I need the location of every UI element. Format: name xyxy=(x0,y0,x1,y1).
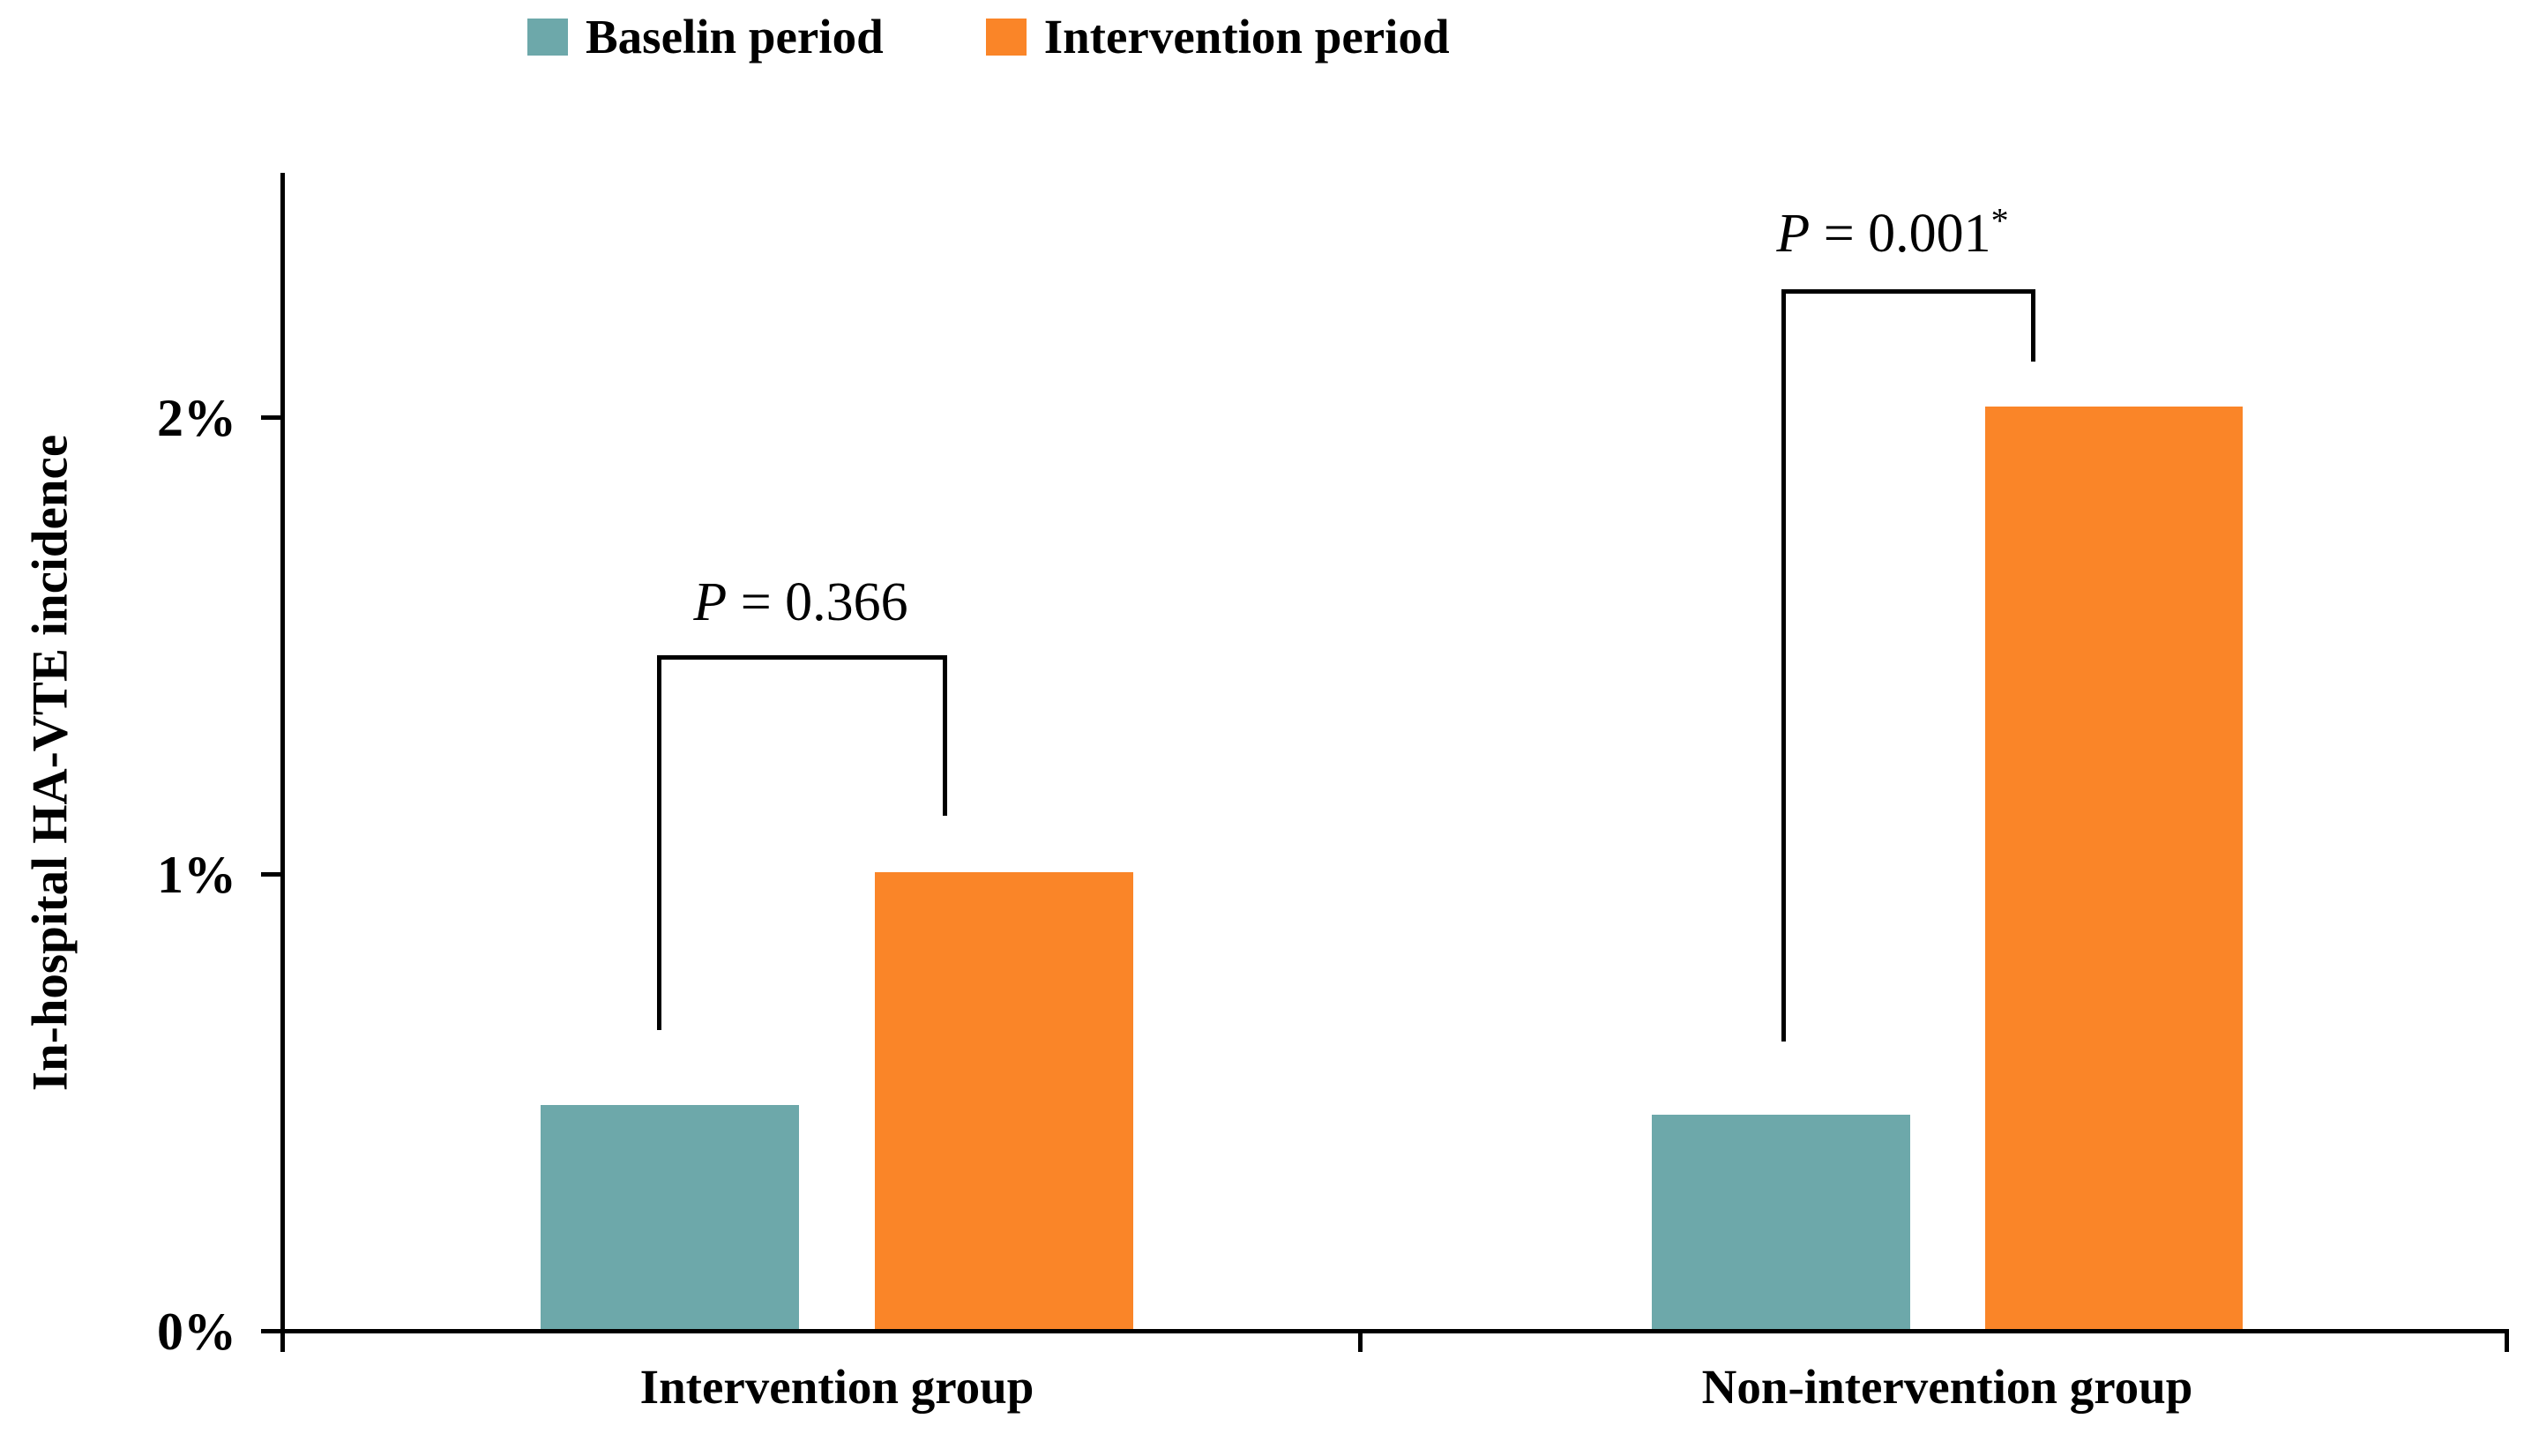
p-value-label-non-intervention-group: P = 0.001* xyxy=(1776,203,2008,264)
significance-bracket-2-horizontal xyxy=(1781,289,2035,294)
p-value-text: = 0.366 xyxy=(727,572,908,632)
significance-bracket-1-right-leg xyxy=(943,655,947,816)
y-axis-line xyxy=(280,173,285,1352)
significance-bracket-2-right-leg xyxy=(2031,289,2035,362)
p-value-label-intervention-group: P = 0.366 xyxy=(693,575,907,630)
legend-swatch-baseline-icon xyxy=(527,18,568,56)
x-tick-axis-end xyxy=(2505,1329,2509,1352)
bar-non-intervention-group-baseline-period xyxy=(1652,1115,1910,1329)
legend-item-intervention-period: Intervention period xyxy=(985,10,1450,63)
y-tick-0pct xyxy=(261,1329,282,1333)
p-symbol: P xyxy=(1776,204,1811,264)
bar-intervention-group-intervention-period xyxy=(875,872,1133,1329)
legend-swatch-intervention-icon xyxy=(985,18,1027,56)
legend-label-intervention: Intervention period xyxy=(1043,10,1450,63)
bar-intervention-group-baseline-period xyxy=(541,1105,799,1329)
significance-bracket-1-left-leg xyxy=(657,655,661,1030)
significance-bracket-1-horizontal xyxy=(657,655,947,660)
bar-non-intervention-group-intervention-period xyxy=(1985,407,2243,1329)
legend-item-baseline-period: Baselin period xyxy=(527,12,884,61)
chart-legend: Baselin period Intervention period xyxy=(527,12,1450,61)
legend-label-baseline: Baselin period xyxy=(586,10,884,63)
y-tick-2pct xyxy=(261,415,282,420)
y-axis-title: In-hospital HA-VTE incidence xyxy=(22,434,78,1092)
p-value-text: = 0.001 xyxy=(1810,204,1991,264)
p-symbol: P xyxy=(693,572,728,632)
x-tick-category-divider xyxy=(1358,1329,1363,1352)
significance-bracket-2-left-leg xyxy=(1781,289,1786,1042)
x-category-label-intervention-group: Intervention group xyxy=(639,1360,1034,1414)
x-axis-line xyxy=(280,1329,2509,1333)
significance-star: * xyxy=(1990,200,2009,241)
y-tick-label-1pct: 1% xyxy=(157,846,236,904)
y-tick-1pct xyxy=(261,872,282,877)
y-tick-label-2pct: 2% xyxy=(157,389,236,447)
x-category-label-non-intervention-group: Non-intervention group xyxy=(1701,1360,2193,1414)
y-tick-label-0pct: 0% xyxy=(157,1303,236,1361)
